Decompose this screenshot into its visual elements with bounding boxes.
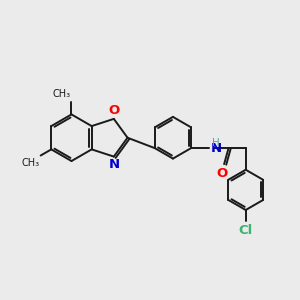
Text: H: H bbox=[212, 138, 220, 148]
Text: Cl: Cl bbox=[238, 224, 253, 237]
Text: O: O bbox=[217, 167, 228, 180]
Text: CH₃: CH₃ bbox=[52, 89, 70, 99]
Text: N: N bbox=[210, 142, 221, 155]
Text: CH₃: CH₃ bbox=[21, 158, 39, 169]
Text: O: O bbox=[108, 104, 119, 117]
Text: N: N bbox=[108, 158, 119, 171]
